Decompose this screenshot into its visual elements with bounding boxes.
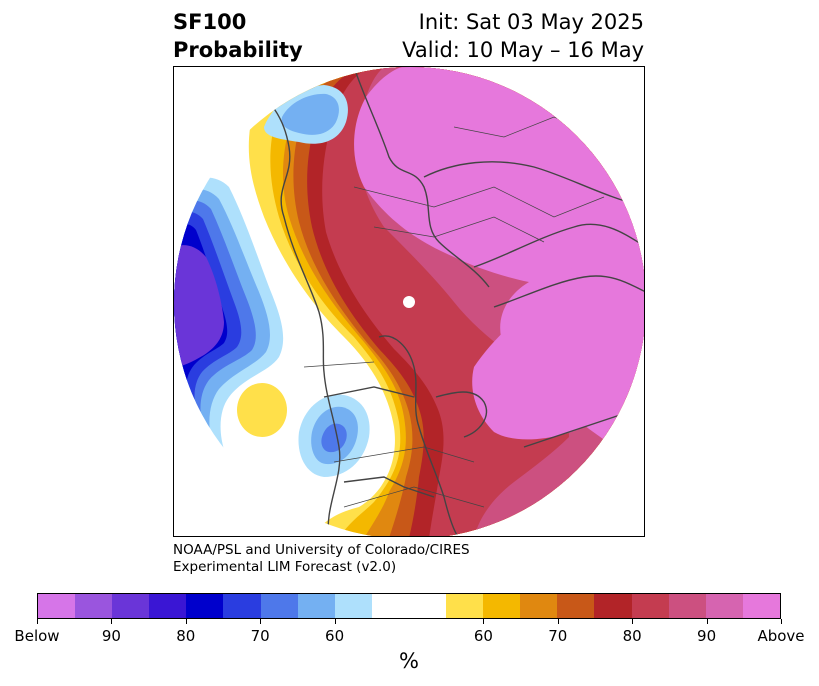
colorbar-tick-mark [557,619,559,624]
colorbar-tick-label: Above [757,627,805,645]
colorbar-segment [483,594,521,618]
title-right: Init: Sat 03 May 2025 Valid: 10 May – 16… [402,8,644,64]
init-date: Init: Sat 03 May 2025 [418,10,644,34]
map-disc [174,67,644,536]
credit-line-2: Experimental LIM Forecast (v2.0) [173,559,397,575]
colorbar-segment [334,594,372,618]
colorbar-tick-label: 80 [176,627,196,645]
colorbar-segment [668,594,706,618]
colorbar-segment [446,594,484,618]
colorbar-segment [112,594,150,618]
colorbar [37,593,781,619]
colorbar-tick-label: 60 [473,627,493,645]
colorbar-tick-mark [334,619,336,624]
region-above-east [472,157,644,440]
colorbar-tick-label: 70 [548,627,568,645]
colorbar-tick-label: 90 [101,627,121,645]
colorbar-tick-label: 60 [325,627,345,645]
title-left: SF100 Probability [173,8,303,64]
colorbar-segment [75,594,113,618]
colorbar-segment [260,594,298,618]
colorbar-segment [594,594,632,618]
colorbar-tick-mark [260,619,262,624]
colorbar-tick-mark [706,619,708,624]
colorbar-segment [186,594,224,618]
product-title: Probability [173,38,303,62]
colorbar-tick-mark [632,619,634,624]
colorbar-segment [408,594,447,618]
colorbar-tick-label: 80 [622,627,642,645]
below-north-sky [281,93,339,135]
probability-map [174,67,644,536]
colorbar-tick-label: 90 [697,627,717,645]
colorbar-tick-mark [781,619,782,624]
colorbar-segment [631,594,669,618]
colorbar-tick-mark [483,619,485,624]
colorbar-unit: % [399,649,419,673]
colorbar-segment [297,594,335,618]
below-pacific-purple [174,245,224,367]
credit: NOAA/PSL and University of Colorado/CIRE… [173,542,470,576]
colorbar-segment [705,594,743,618]
colorbar-segment [149,594,187,618]
colorbar-segment [520,594,558,618]
above-pacific-yellow [237,383,287,437]
colorbar-tick-label: Below [14,627,60,645]
colorbar-tick-mark [185,619,187,624]
valid-range: Valid: 10 May – 16 May [402,38,644,62]
colorbar-segment [38,594,76,618]
pole-marker [403,296,415,308]
colorbar-tick-mark [111,619,113,624]
colorbar-tick-label: 70 [250,627,270,645]
colorbar-segment [371,594,409,618]
colorbar-segment [557,594,595,618]
map-frame [173,66,645,537]
credit-line-1: NOAA/PSL and University of Colorado/CIRE… [173,542,470,558]
colorbar-segment [223,594,261,618]
variable-title: SF100 [173,10,247,34]
colorbar-tick-mark [37,619,38,624]
below-west-blue [321,423,347,453]
coastlines [248,67,644,536]
colorbar-segment [742,594,780,618]
